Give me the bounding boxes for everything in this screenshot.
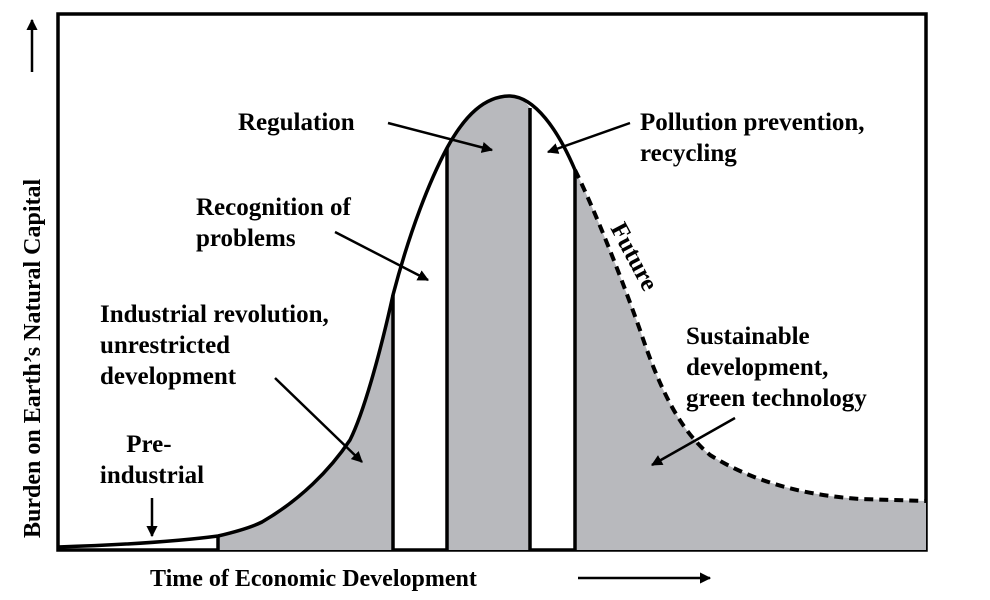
stage-regions bbox=[218, 96, 926, 550]
arrow-pollution-prevention bbox=[546, 121, 631, 154]
stage-region-industrial-revolution bbox=[218, 295, 393, 550]
arrow-industrial-revolution bbox=[274, 377, 363, 463]
burden-curve bbox=[57, 94, 577, 549]
label-pre-industrial: Pre- industrial bbox=[100, 431, 204, 489]
label-sustainable-development: Sustainable development, green technolog… bbox=[686, 323, 867, 412]
pointer-arrows bbox=[146, 121, 736, 538]
label-industrial-revolution: Industrial revolution, unrestricted deve… bbox=[100, 301, 335, 390]
label-pollution-prevention: Pollution prevention, recycling bbox=[640, 109, 871, 167]
arrow-recognition bbox=[334, 230, 429, 282]
x-axis-label: Time of Economic Development bbox=[150, 566, 477, 592]
stage-dividers bbox=[216, 108, 577, 550]
arrow-sustainable bbox=[651, 416, 736, 467]
stage-region-regulation bbox=[447, 96, 530, 550]
label-regulation: Regulation bbox=[238, 109, 355, 136]
arrow-regulation bbox=[387, 121, 494, 153]
stage-region-sustainable-development bbox=[575, 170, 926, 550]
label-recognition-of-problems: Recognition of problems bbox=[196, 194, 357, 252]
y-axis-label: Burden on Earth’s Natural Capital bbox=[20, 179, 46, 538]
